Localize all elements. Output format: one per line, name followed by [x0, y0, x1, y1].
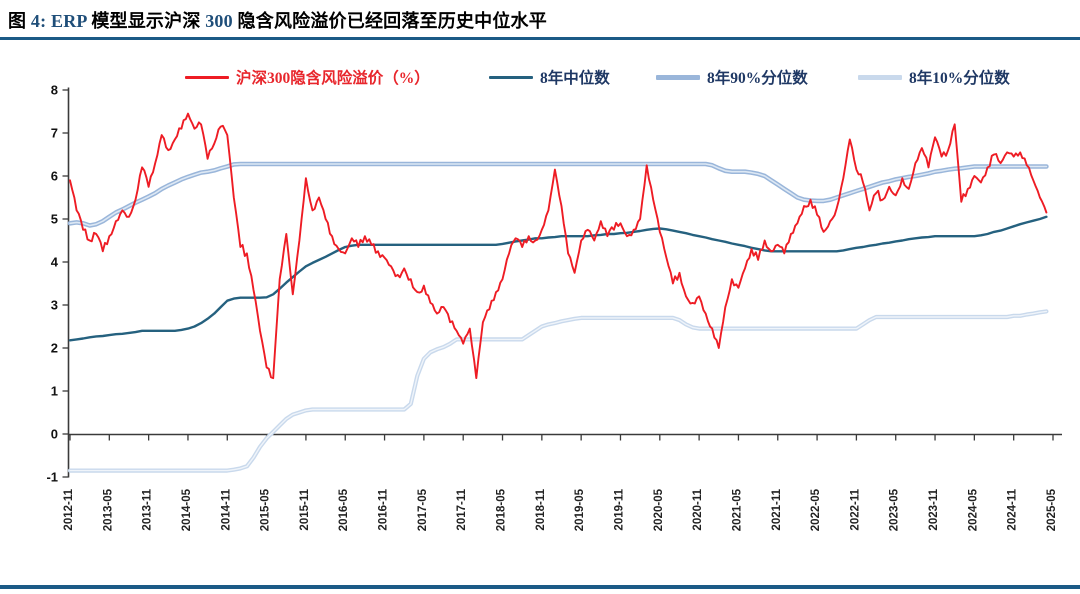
figure-title: 图 4: ERP 模型显示沪深 300 隐含风险溢价已经回落至历史中位水平	[8, 11, 547, 31]
y-tick-label: 2	[51, 341, 58, 356]
x-tick-label: 2021-05	[731, 488, 743, 531]
x-tick-label: 2018-11	[535, 488, 547, 530]
y-tick-label: 1	[51, 384, 58, 399]
median-line-swatch-icon	[489, 75, 533, 79]
y-tick-label: 3	[51, 298, 58, 313]
x-tick-label: 2014-05	[181, 488, 193, 531]
y-tick-label: 5	[51, 212, 58, 227]
x-tick-label: 2015-11	[299, 488, 311, 530]
x-tick-label: 2016-11	[378, 488, 390, 530]
x-tick-label: 2023-11	[928, 488, 940, 530]
p10-line-swatch-icon	[858, 74, 902, 80]
erp-line-swatch-icon	[185, 75, 229, 79]
legend-label-p90: 8年90%分位数	[707, 70, 808, 87]
series-p10-line	[67, 309, 1049, 473]
x-tick-label: 2018-05	[496, 488, 508, 531]
x-tick-label: 2015-05	[260, 488, 272, 531]
series-p90-line	[67, 161, 1049, 228]
legend-item-p90: 8年90%分位数	[656, 62, 808, 92]
y-tick-label: 7	[51, 126, 58, 141]
x-tick-label: 2024-11	[1007, 488, 1019, 530]
series-p10-highlight	[69, 310, 1048, 472]
x-tick-label: 2013-11	[142, 488, 154, 530]
x-tick-label: 2017-05	[417, 488, 429, 531]
x-tick-label: 2025-05	[1046, 488, 1058, 531]
series-p90-highlight	[69, 163, 1048, 227]
chart-legend: 沪深300隐含风险溢价（%） 8年中位数 8年90%分位数 8年10%分位数	[0, 62, 1080, 92]
legend-item-median: 8年中位数	[489, 62, 610, 92]
p90-line-swatch-icon	[656, 74, 700, 80]
series-erp-line	[69, 112, 1048, 380]
legend-item-p10: 8年10%分位数	[858, 62, 1010, 92]
legend-item-erp: 沪深300隐含风险溢价（%）	[185, 62, 430, 92]
x-tick-label: 2019-05	[574, 488, 586, 531]
y-tick-label: 4	[51, 255, 59, 270]
x-tick-label: 2012-11	[63, 488, 75, 530]
x-tick-label: 2016-05	[338, 488, 350, 531]
x-tick-label: 2023-05	[889, 488, 901, 531]
legend-label-p10: 8年10%分位数	[909, 70, 1010, 87]
x-tick-label: 2013-05	[102, 488, 114, 531]
x-tick-label: 2020-05	[653, 488, 665, 531]
x-tick-label: 2014-11	[220, 488, 232, 530]
x-tick-label: 2019-11	[613, 488, 625, 530]
y-tick-label: -1	[46, 470, 58, 485]
legend-label-erp: 沪深300隐含风险溢价（%）	[236, 70, 430, 87]
x-tick-label: 2022-11	[849, 488, 861, 530]
page-bottom-divider	[0, 585, 1080, 589]
x-tick-label: 2020-11	[692, 488, 704, 530]
series-median-line	[68, 215, 1048, 342]
title-divider	[0, 37, 1080, 40]
x-tick-label: 2024-05	[967, 488, 979, 531]
x-tick-label: 2017-11	[456, 488, 468, 530]
y-tick-label: 6	[51, 169, 58, 184]
y-tick-label: 0	[51, 427, 58, 442]
y-tick-label: 8	[51, 83, 58, 98]
axes: -1 0 1 2 3 4 5 6 7 8 2012-11 2013-05 2013-11 2014-05 2…	[46, 83, 1062, 531]
legend-label-median: 8年中位数	[540, 70, 610, 87]
x-tick-label: 2021-11	[771, 488, 783, 530]
x-tick-label: 2022-05	[810, 488, 822, 531]
